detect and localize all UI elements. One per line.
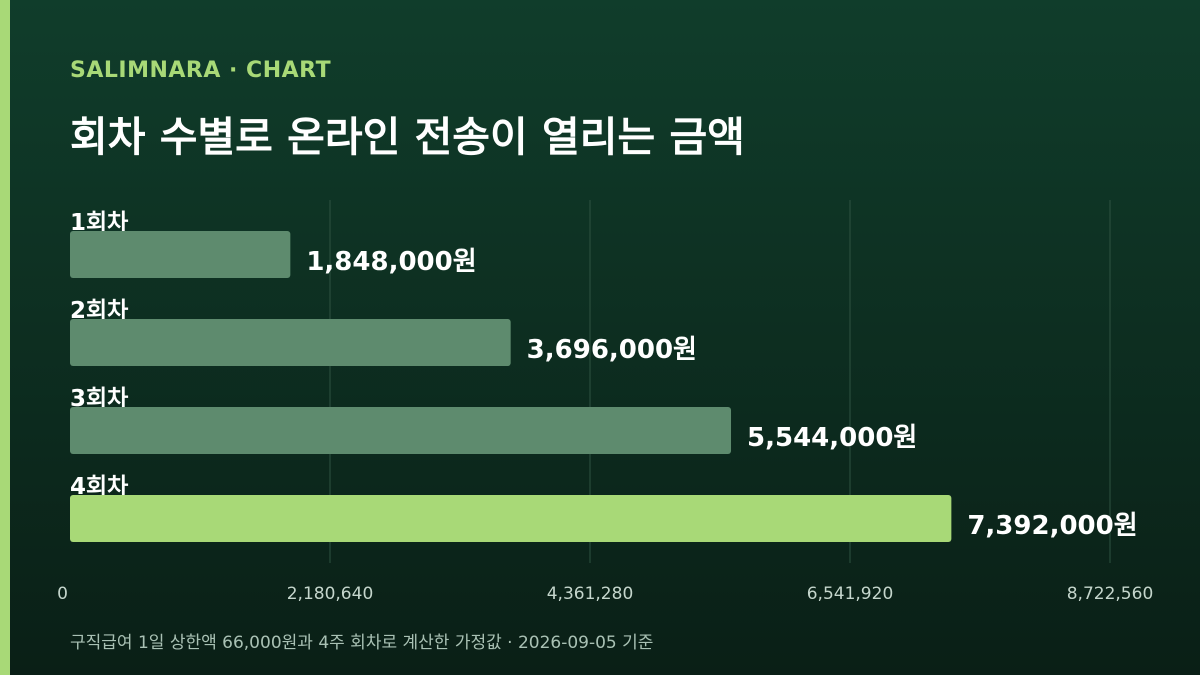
x-tick-label: 4,361,280 <box>547 584 634 604</box>
value-label: 5,544,000원 <box>747 423 917 453</box>
x-tick-label: 0 <box>57 584 68 604</box>
x-tick-label: 2,180,640 <box>287 584 374 604</box>
brand-label: SALIMNARA · CHART <box>70 58 332 83</box>
bar <box>70 495 952 542</box>
bar <box>70 407 732 454</box>
accent-bar <box>0 0 10 675</box>
chart-title: 회차 수별로 온라인 전송이 열리는 금액 <box>70 113 745 161</box>
x-tick-label: 8,722,560 <box>1067 584 1154 604</box>
footnote: 구직급여 1일 상한액 66,000원과 4주 회차로 계산한 가정값 · 20… <box>70 633 654 653</box>
x-tick-label: 6,541,920 <box>807 584 894 604</box>
value-label: 1,848,000원 <box>306 247 476 277</box>
bar <box>70 231 291 278</box>
value-label: 7,392,000원 <box>967 511 1137 541</box>
bar <box>70 319 511 366</box>
value-label: 3,696,000원 <box>527 335 697 365</box>
